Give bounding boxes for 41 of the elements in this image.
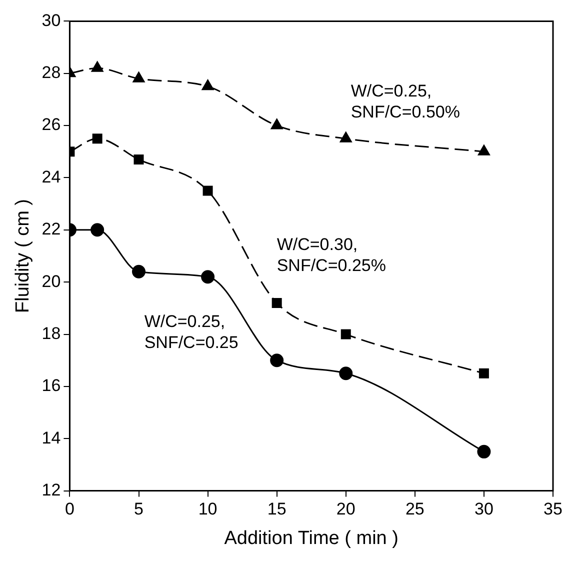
point: [270, 118, 283, 130]
point: [90, 223, 104, 237]
point: [132, 264, 146, 278]
point: [339, 366, 353, 380]
x-tick-label: 0: [64, 500, 74, 519]
y-tick-label: 20: [42, 272, 61, 291]
point: [340, 132, 352, 142]
x-tick-label: 10: [198, 500, 218, 519]
y-tick-label: 30: [42, 10, 61, 30]
y-tick-label: 18: [42, 324, 61, 343]
y-axis-title: Fluidity ( cm ): [12, 199, 34, 313]
point: [202, 80, 214, 90]
point: [270, 354, 284, 368]
y-tick-label: 22: [42, 220, 61, 239]
y-tick-label: 16: [42, 376, 61, 396]
point: [478, 368, 489, 378]
x-tick-label: 35: [544, 500, 562, 519]
y-tick-label: 12: [42, 480, 61, 500]
series-label: W/C=0.30, SNF/C=0.25%: [276, 235, 386, 276]
point: [92, 134, 102, 144]
point: [202, 186, 213, 196]
point: [201, 270, 215, 284]
x-axis-title: Addition Time ( min ): [224, 528, 398, 549]
x-tick-label: 25: [405, 500, 424, 519]
point: [134, 154, 144, 164]
point: [477, 444, 491, 458]
x-tick-label: 15: [267, 500, 286, 519]
point: [478, 144, 490, 156]
point: [272, 298, 282, 308]
point: [132, 72, 145, 82]
series-label: W/C=0.25, SNF/C=0.25: [144, 312, 238, 352]
x-tick-label: 5: [134, 500, 144, 519]
point: [91, 61, 104, 72]
y-tick-label: 24: [42, 167, 61, 186]
series-label: W/C=0.25, SNF/C=0.50%: [350, 82, 460, 122]
y-tick-label: 26: [42, 115, 61, 134]
y-tick-label: 14: [42, 428, 61, 448]
x-tick-label: 20: [336, 500, 356, 519]
y-tick-label: 28: [42, 63, 61, 82]
point: [340, 329, 351, 340]
x-tick-label: 30: [474, 500, 494, 519]
